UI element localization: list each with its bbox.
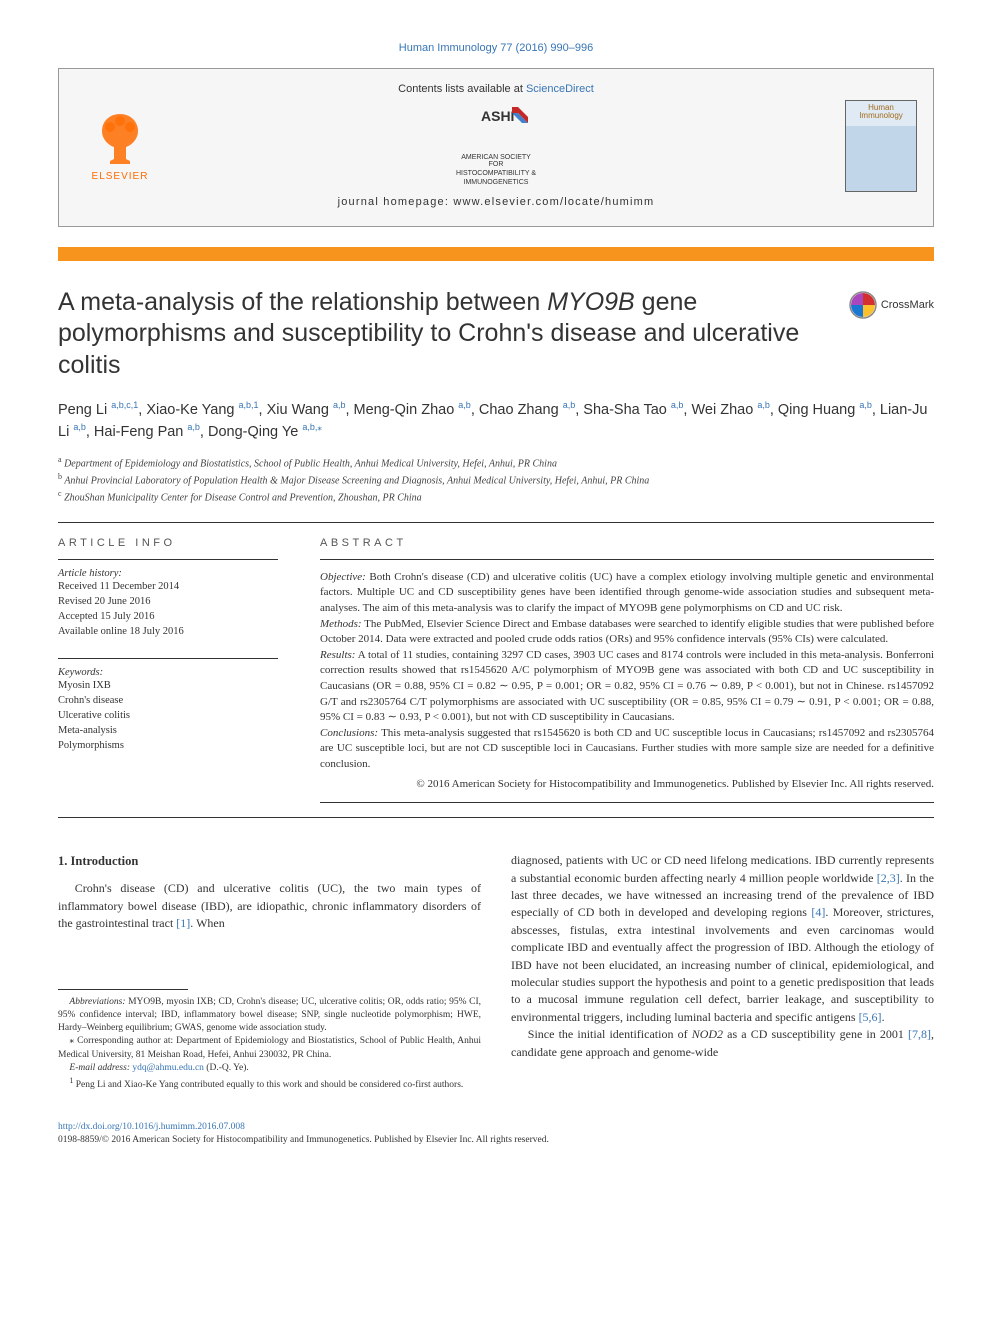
abstract-conclusions-label: Conclusions:	[320, 727, 378, 739]
keywords-box: Keywords: Myosin IXB Crohn's disease Ulc…	[58, 658, 278, 754]
history-label: Article history:	[58, 568, 278, 579]
abstract-methods-label: Methods:	[320, 618, 362, 630]
intro-para-2: diagnosed, patients with UC or CD need l…	[511, 852, 934, 1026]
abstract-conclusions: This meta-analysis suggested that rs1545…	[320, 727, 934, 770]
journal-homepage: journal homepage: www.elsevier.com/locat…	[165, 196, 827, 208]
abstract-objective: Both Crohn's disease (CD) and ulcerative…	[320, 571, 934, 614]
intro-para-3: Since the initial identification of NOD2…	[511, 1026, 934, 1061]
author: Chao Zhang a,b	[479, 402, 575, 418]
banner-center: Contents lists available at ScienceDirec…	[165, 83, 827, 208]
author: Hai-Feng Pan a,b	[94, 424, 200, 440]
history-revised: Revised 20 June 2016	[58, 594, 278, 609]
issn-line: 0198-8859/© 2016 American Society for Hi…	[58, 1134, 934, 1147]
history-accepted: Accepted 15 July 2016	[58, 609, 278, 624]
journal-cover-title: Human Immunology	[846, 101, 916, 123]
affiliation: c ZhouShan Municipality Center for Disea…	[58, 488, 934, 505]
orange-divider-bar	[58, 247, 934, 261]
svg-text:ASHI: ASHI	[481, 108, 514, 124]
journal-cover-wrap: Human Immunology	[827, 100, 917, 192]
abstract-heading: ABSTRACT	[320, 537, 934, 549]
author: Sha-Sha Tao a,b	[583, 402, 683, 418]
ref-link[interactable]: [7,8]	[908, 1027, 931, 1041]
ref-link[interactable]: [2,3]	[877, 871, 900, 885]
title-gene: MYO9B	[547, 288, 635, 316]
publisher-name: ELSEVIER	[92, 171, 149, 182]
contents-line: Contents lists available at ScienceDirec…	[165, 83, 827, 95]
journal-cover: Human Immunology	[845, 100, 917, 192]
abstract-results: A total of 11 studies, containing 3297 C…	[320, 649, 934, 723]
publisher-logo-block: ELSEVIER	[75, 109, 165, 182]
body-column-left: 1. Introduction Crohn's disease (CD) and…	[58, 852, 481, 1093]
abstract-box: Objective: Both Crohn's disease (CD) and…	[320, 559, 934, 804]
footnotes: Abbreviations: MYO9B, myosin IXB; CD, Cr…	[58, 996, 481, 1093]
crossmark-icon	[849, 291, 877, 319]
abstract-copyright: © 2016 American Society for Histocompati…	[320, 777, 934, 793]
abstract-results-label: Results:	[320, 649, 355, 661]
author: Xiao-Ke Yang a,b,1	[146, 402, 258, 418]
title-pre: A meta-analysis of the relationship betw…	[58, 288, 547, 316]
doi-link[interactable]: http://dx.doi.org/10.1016/j.humimm.2016.…	[58, 1122, 245, 1132]
journal-citation: Human Immunology 77 (2016) 990–996	[58, 42, 934, 54]
article-history: Article history: Received 11 December 20…	[58, 559, 278, 640]
keyword: Myosin IXB	[58, 678, 278, 693]
keywords-label: Keywords:	[58, 667, 278, 678]
body-column-right: diagnosed, patients with UC or CD need l…	[511, 852, 934, 1093]
page-footer: http://dx.doi.org/10.1016/j.humimm.2016.…	[58, 1121, 934, 1148]
ashi-caption-1: AMERICAN SOCIETY FOR	[456, 154, 536, 168]
keyword: Polymorphisms	[58, 738, 278, 753]
ref-link[interactable]: [1]	[176, 916, 190, 930]
history-online: Available online 18 July 2016	[58, 624, 278, 639]
author: Wei Zhao a,b	[691, 402, 769, 418]
footnote-shared: 1 Peng Li and Xiao-Ke Yang contributed e…	[58, 1075, 481, 1092]
affiliations: a Department of Epidemiology and Biostat…	[58, 454, 934, 506]
abstract-objective-label: Objective:	[320, 571, 366, 583]
affiliation: a Department of Epidemiology and Biostat…	[58, 454, 934, 471]
abstract-methods: The PubMed, Elsevier Science Direct and …	[320, 618, 934, 646]
author: Dong-Qing Ye a,b,⁎	[208, 424, 322, 440]
email-link[interactable]: ydq@ahmu.edu.cn	[132, 1063, 204, 1073]
ref-link[interactable]: [5,6]	[859, 1010, 882, 1024]
keyword: Ulcerative colitis	[58, 708, 278, 723]
footnote-rule	[58, 989, 188, 990]
article-info-heading: ARTICLE INFO	[58, 537, 278, 549]
footnote-corresponding: ⁎ Corresponding author at: Department of…	[58, 1035, 481, 1062]
footnote-email: E-mail address: ydq@ahmu.edu.cn (D.-Q. Y…	[58, 1062, 481, 1075]
elsevier-tree-icon	[90, 109, 150, 169]
history-received: Received 11 December 2014	[58, 579, 278, 594]
publisher-banner: ELSEVIER Contents lists available at Sci…	[58, 68, 934, 227]
crossmark-label: CrossMark	[881, 299, 934, 311]
keyword: Meta-analysis	[58, 723, 278, 738]
authors-list: Peng Li a,b,c,1, Xiao-Ke Yang a,b,1, Xiu…	[58, 399, 934, 444]
footnote-abbrev: Abbreviations: MYO9B, myosin IXB; CD, Cr…	[58, 996, 481, 1036]
ref-link[interactable]: [4]	[811, 905, 825, 919]
section-divider	[58, 522, 934, 523]
intro-heading: 1. Introduction	[58, 852, 481, 870]
crossmark-button[interactable]: CrossMark	[849, 291, 934, 319]
contents-prefix: Contents lists available at	[398, 83, 526, 95]
author: Qing Huang a,b	[778, 402, 872, 418]
article-title: A meta-analysis of the relationship betw…	[58, 287, 818, 381]
author: Peng Li a,b,c,1	[58, 402, 138, 418]
intro-para-1: Crohn's disease (CD) and ulcerative coli…	[58, 880, 481, 932]
author: Xiu Wang a,b	[267, 402, 346, 418]
author: Meng-Qin Zhao a,b	[354, 402, 471, 418]
affiliation: b Anhui Provincial Laboratory of Populat…	[58, 471, 934, 488]
keyword: Crohn's disease	[58, 693, 278, 708]
ashi-logo: ASHI AMERICAN SOCIETY FOR HISTOCOMPATIBI…	[456, 105, 536, 186]
section-divider	[58, 817, 934, 818]
sciencedirect-link[interactable]: ScienceDirect	[526, 83, 594, 95]
ashi-caption-2: HISTOCOMPATIBILITY &	[456, 170, 536, 177]
ashi-caption-3: IMMUNOGENETICS	[456, 179, 536, 186]
ashi-logo-icon: ASHI	[456, 105, 536, 147]
